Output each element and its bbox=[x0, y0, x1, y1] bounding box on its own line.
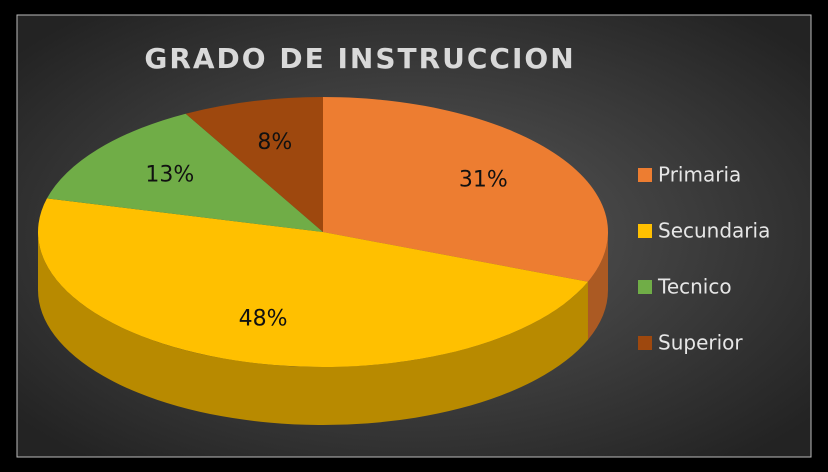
data-label: 48% bbox=[239, 306, 288, 331]
pie-slice bbox=[323, 97, 608, 282]
pie-slice bbox=[46, 113, 324, 232]
legend-swatch bbox=[638, 168, 652, 182]
legend-label: Primaria bbox=[658, 163, 741, 187]
legend-swatch bbox=[638, 224, 652, 238]
data-label: 8% bbox=[257, 130, 292, 155]
data-label: 31% bbox=[459, 167, 508, 192]
chart-title: GRADO DE INSTRUCCION bbox=[144, 42, 575, 75]
legend-label: Superior bbox=[658, 331, 743, 355]
legend-swatch bbox=[638, 336, 652, 350]
legend-label: Secundaria bbox=[658, 219, 770, 243]
pie-slice bbox=[185, 97, 323, 232]
pie-slice bbox=[37, 198, 588, 367]
legend-label: Tecnico bbox=[657, 275, 732, 299]
pie-side bbox=[38, 232, 588, 425]
data-label: 13% bbox=[145, 163, 194, 188]
pie-side bbox=[587, 232, 608, 340]
legend-swatch bbox=[638, 280, 652, 294]
